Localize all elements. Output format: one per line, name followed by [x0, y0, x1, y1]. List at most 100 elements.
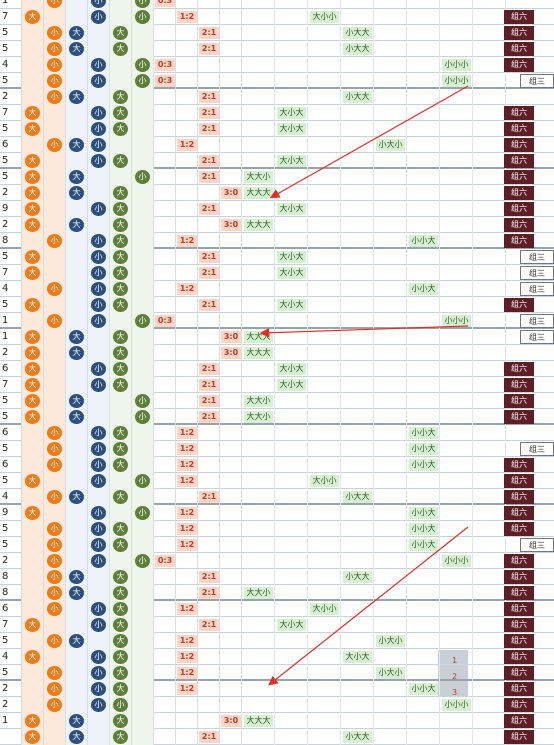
table-row: 6 小小大 1:2 大小小 组六: [0, 601, 554, 617]
ball-cell: [132, 633, 154, 649]
pattern-cell: [440, 569, 473, 585]
row-number: 9: [0, 505, 22, 521]
ball-cell: 大: [110, 281, 132, 297]
ratio-cell: [220, 697, 242, 713]
ball-big: 大: [113, 538, 128, 552]
pattern-cell: [341, 249, 374, 265]
ball-cell: [22, 313, 44, 329]
pattern-cell: [440, 729, 473, 745]
group-badge: 组六: [504, 570, 534, 584]
ball-cell: [132, 297, 154, 313]
row-number: 7: [0, 105, 22, 121]
ratio-cell: [154, 537, 176, 553]
table-row: 2 小小小小小小 组六: [0, 697, 554, 713]
ball-cell: 大: [110, 377, 132, 393]
ratio-cell: [154, 473, 176, 489]
pattern-cell: [374, 665, 407, 681]
ball-cell: [66, 649, 88, 665]
ratio-cell: [154, 329, 176, 345]
ball-cell: 大: [110, 729, 132, 745]
pattern-cell: [374, 729, 407, 745]
ball-cell: 小: [44, 0, 66, 9]
ball-big: 大: [25, 10, 40, 24]
ball-big: 大: [113, 730, 128, 744]
ball-small: 小: [91, 362, 106, 376]
pattern-cell: [242, 521, 275, 537]
pattern-cell: [440, 105, 473, 121]
ball-small: 小: [91, 378, 106, 392]
ball-cell: [44, 473, 66, 489]
ball-cell: [88, 169, 110, 185]
ball-big: 大: [25, 650, 40, 664]
pattern-cell: [440, 313, 473, 329]
pattern-cell: [275, 617, 308, 633]
group-badge: 组六: [504, 666, 534, 680]
pattern-cell: [308, 25, 341, 41]
group-badge: 组六: [504, 586, 534, 600]
ratio-cell: [198, 681, 220, 697]
ratio-cell: [220, 553, 242, 569]
ball-big: 大: [113, 634, 128, 648]
table-row: 2 大大大 3:0 大大大 组六: [0, 217, 554, 233]
pattern-cell: [308, 281, 341, 297]
ratio-cell: [220, 617, 242, 633]
ball-small: 小: [47, 554, 62, 568]
group-badge: 组六: [504, 410, 534, 424]
ball-cell: [22, 281, 44, 297]
ball-cell: 小: [88, 425, 110, 441]
pattern-cell: [440, 617, 473, 633]
pattern-cell: [407, 473, 440, 489]
pattern-label: 大小大: [277, 123, 306, 135]
ratio-label: 3:0: [221, 187, 241, 199]
ball-cell: 小: [88, 473, 110, 489]
ball-cell: [132, 361, 154, 377]
ball-cell: 大: [22, 265, 44, 281]
ball-big: 大: [25, 122, 40, 136]
pattern-cell: [341, 89, 374, 105]
ball-cell: 小: [132, 393, 154, 409]
ball-cell: 大: [110, 537, 132, 553]
pattern-cell: [341, 489, 374, 505]
ratio-cell: [154, 281, 176, 297]
table-row: 6 小大小 1:2 小大小 组六: [0, 137, 554, 153]
ball-cell: 大: [22, 329, 44, 345]
pattern-cell: [374, 473, 407, 489]
table-row: 2 大大大 3:0 大大大 组六: [0, 185, 554, 201]
ratio-label: 1:2: [177, 635, 197, 647]
ball-cell: 大: [66, 329, 88, 345]
pattern-cell: [275, 25, 308, 41]
pattern-cell: [374, 553, 407, 569]
ratio-cell: [176, 473, 198, 489]
ratio-cell: [198, 297, 220, 313]
ball-cell: 小: [88, 0, 110, 9]
pattern-cell: [440, 297, 473, 313]
ratio-cell: [154, 105, 176, 121]
ball-small: 小: [47, 570, 62, 584]
ball-cell: 小: [88, 665, 110, 681]
ball-cell: 小: [88, 281, 110, 297]
ball-small: 小: [91, 266, 106, 280]
pattern-cell: [374, 249, 407, 265]
table-row: 5 小小大 1:2 小小大 组三: [0, 537, 554, 553]
ratio-label: 2:1: [199, 587, 219, 599]
ratio-label: 1:2: [177, 11, 197, 23]
pattern-label: 大小大: [277, 203, 306, 215]
ball-cell: [44, 9, 66, 25]
ratio-label: 1:2: [177, 459, 197, 471]
pattern-cell: [308, 441, 341, 457]
pattern-cell: [440, 137, 473, 153]
ratio-cell: [154, 441, 176, 457]
pattern-cell: [407, 137, 440, 153]
ball-cell: [110, 505, 132, 521]
ratio-cell: [220, 313, 242, 329]
pattern-cell: [275, 473, 308, 489]
ratio-cell: [154, 505, 176, 521]
pattern-cell: [407, 553, 440, 569]
ratio-label: 3:0: [221, 347, 241, 359]
ball-big: 大: [69, 330, 84, 344]
ball-cell: 小: [44, 41, 66, 57]
ball-cell: 大: [66, 585, 88, 601]
ball-cell: [88, 585, 110, 601]
pattern-label: 大小大: [277, 251, 306, 263]
pattern-cell: [407, 57, 440, 73]
